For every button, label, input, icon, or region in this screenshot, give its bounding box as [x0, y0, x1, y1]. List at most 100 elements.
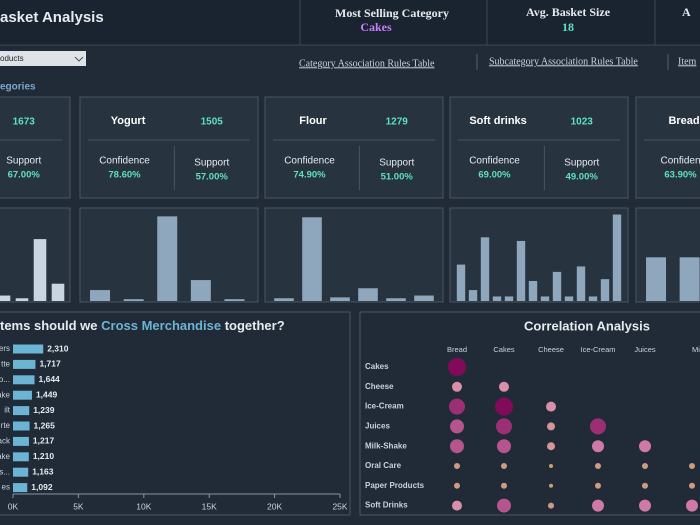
- header-bar: [0, 0, 700, 45]
- mini-bar: [330, 297, 350, 301]
- mini-bar: [492, 296, 502, 301]
- column-label: Cheese: [538, 345, 564, 354]
- mini-bar: [414, 295, 434, 301]
- metric-value: 69.00%: [478, 170, 511, 181]
- row-label: Cheese: [365, 382, 394, 391]
- chart-title: Correlation Analysis: [524, 318, 650, 333]
- bubble: [449, 398, 465, 415]
- filter-dropdown[interactable]: [0, 51, 86, 66]
- mini-bar: [157, 216, 178, 301]
- mini-bar: [123, 299, 144, 301]
- mini-bar: [51, 283, 65, 301]
- column-label: Juices: [634, 345, 656, 354]
- metric-label: Support: [379, 158, 414, 169]
- bubble: [549, 464, 553, 468]
- mini-bar: [564, 296, 574, 301]
- kpi-value: Cakes: [360, 20, 392, 34]
- kpi-value: 18: [562, 20, 574, 34]
- y-tick-label: s...: [0, 467, 10, 476]
- nav-link[interactable]: Category Association Rules Table: [299, 58, 435, 69]
- card-name: Soft drinks: [469, 115, 526, 127]
- mini-bar: [358, 288, 378, 301]
- x-tick-label: 25K: [332, 501, 347, 511]
- y-tick-label: ack: [0, 437, 11, 446]
- bubble: [686, 499, 698, 512]
- column-label: Cakes: [493, 345, 515, 354]
- mini-bar: [552, 271, 562, 301]
- kpi-card: [79, 96, 259, 199]
- bubble: [450, 439, 464, 454]
- column-label: Milk-Sh: [692, 345, 700, 354]
- bar: [13, 344, 44, 354]
- y-tick-label: rte: [1, 421, 11, 430]
- dropdown-arrow: [74, 56, 84, 62]
- nav-link[interactable]: Subcategory Association Rules Table: [489, 56, 638, 67]
- mini-bar: [274, 298, 294, 301]
- mini-bar: [504, 296, 514, 301]
- value-label: 1,217: [33, 436, 55, 446]
- bubble: [639, 499, 651, 512]
- mini-bar: [190, 280, 211, 301]
- metric-value: 74.90%: [293, 170, 326, 181]
- filter-value[interactable]: oducts: [0, 54, 24, 63]
- mini-bar: [90, 290, 111, 301]
- value-label: 1,644: [39, 374, 61, 384]
- bar: [13, 359, 36, 369]
- value-label: 1,449: [36, 389, 58, 399]
- bubble: [496, 418, 512, 435]
- value-label: 2,310: [47, 343, 69, 353]
- bubble: [547, 422, 555, 431]
- card-count: 1023: [571, 117, 594, 128]
- bubble: [454, 463, 460, 469]
- y-tick-label: es: [2, 483, 10, 492]
- row-label: Milk-Shake: [365, 441, 407, 450]
- metric-label: Confiden: [660, 156, 700, 167]
- mini-bar: [0, 295, 11, 301]
- panel: [359, 311, 700, 516]
- bubble: [639, 440, 651, 453]
- bar: [13, 467, 29, 477]
- value-label: 1,163: [32, 466, 54, 476]
- bubble: [495, 397, 513, 416]
- bubble: [501, 482, 507, 489]
- card-count: 1505: [201, 117, 224, 128]
- x-tick-label: 20K: [267, 501, 282, 511]
- kpi-card: [0, 96, 71, 199]
- metric-label: Support: [194, 158, 229, 169]
- bubble: [499, 381, 509, 392]
- section-label: egories: [0, 82, 36, 93]
- title-part: together?: [221, 318, 285, 333]
- bubble: [497, 498, 511, 513]
- bar: [13, 483, 28, 493]
- mini-bar: [679, 257, 700, 301]
- mini-bar: [576, 266, 586, 301]
- bubble: [546, 401, 556, 412]
- bubble: [689, 482, 695, 489]
- bar: [13, 390, 32, 400]
- mini-bar: [15, 298, 29, 301]
- metric-label: Confidence: [99, 156, 150, 167]
- mini-bar: [386, 298, 406, 301]
- mini-bar: [540, 296, 550, 301]
- bubble: [642, 463, 648, 469]
- kpi-card: [449, 96, 629, 199]
- nav-link[interactable]: Item: [678, 56, 697, 67]
- bubble: [452, 500, 462, 511]
- value-label: 1,210: [33, 451, 55, 461]
- bar: [13, 421, 30, 431]
- mini-bar: [588, 296, 598, 301]
- card-name: Flour: [299, 115, 327, 127]
- bubble: [590, 418, 606, 435]
- mini-bar: [528, 280, 538, 301]
- card-name: Bread: [668, 115, 699, 127]
- x-tick-label: 15K: [202, 501, 217, 511]
- mini-panel: [264, 207, 444, 303]
- bubble: [448, 358, 466, 376]
- x-tick-label: 5K: [73, 501, 84, 511]
- metric-value: 63.90%: [664, 170, 697, 181]
- panel: [0, 311, 351, 516]
- mini-bar: [456, 264, 466, 301]
- bubble: [501, 463, 507, 469]
- bubble: [689, 463, 695, 469]
